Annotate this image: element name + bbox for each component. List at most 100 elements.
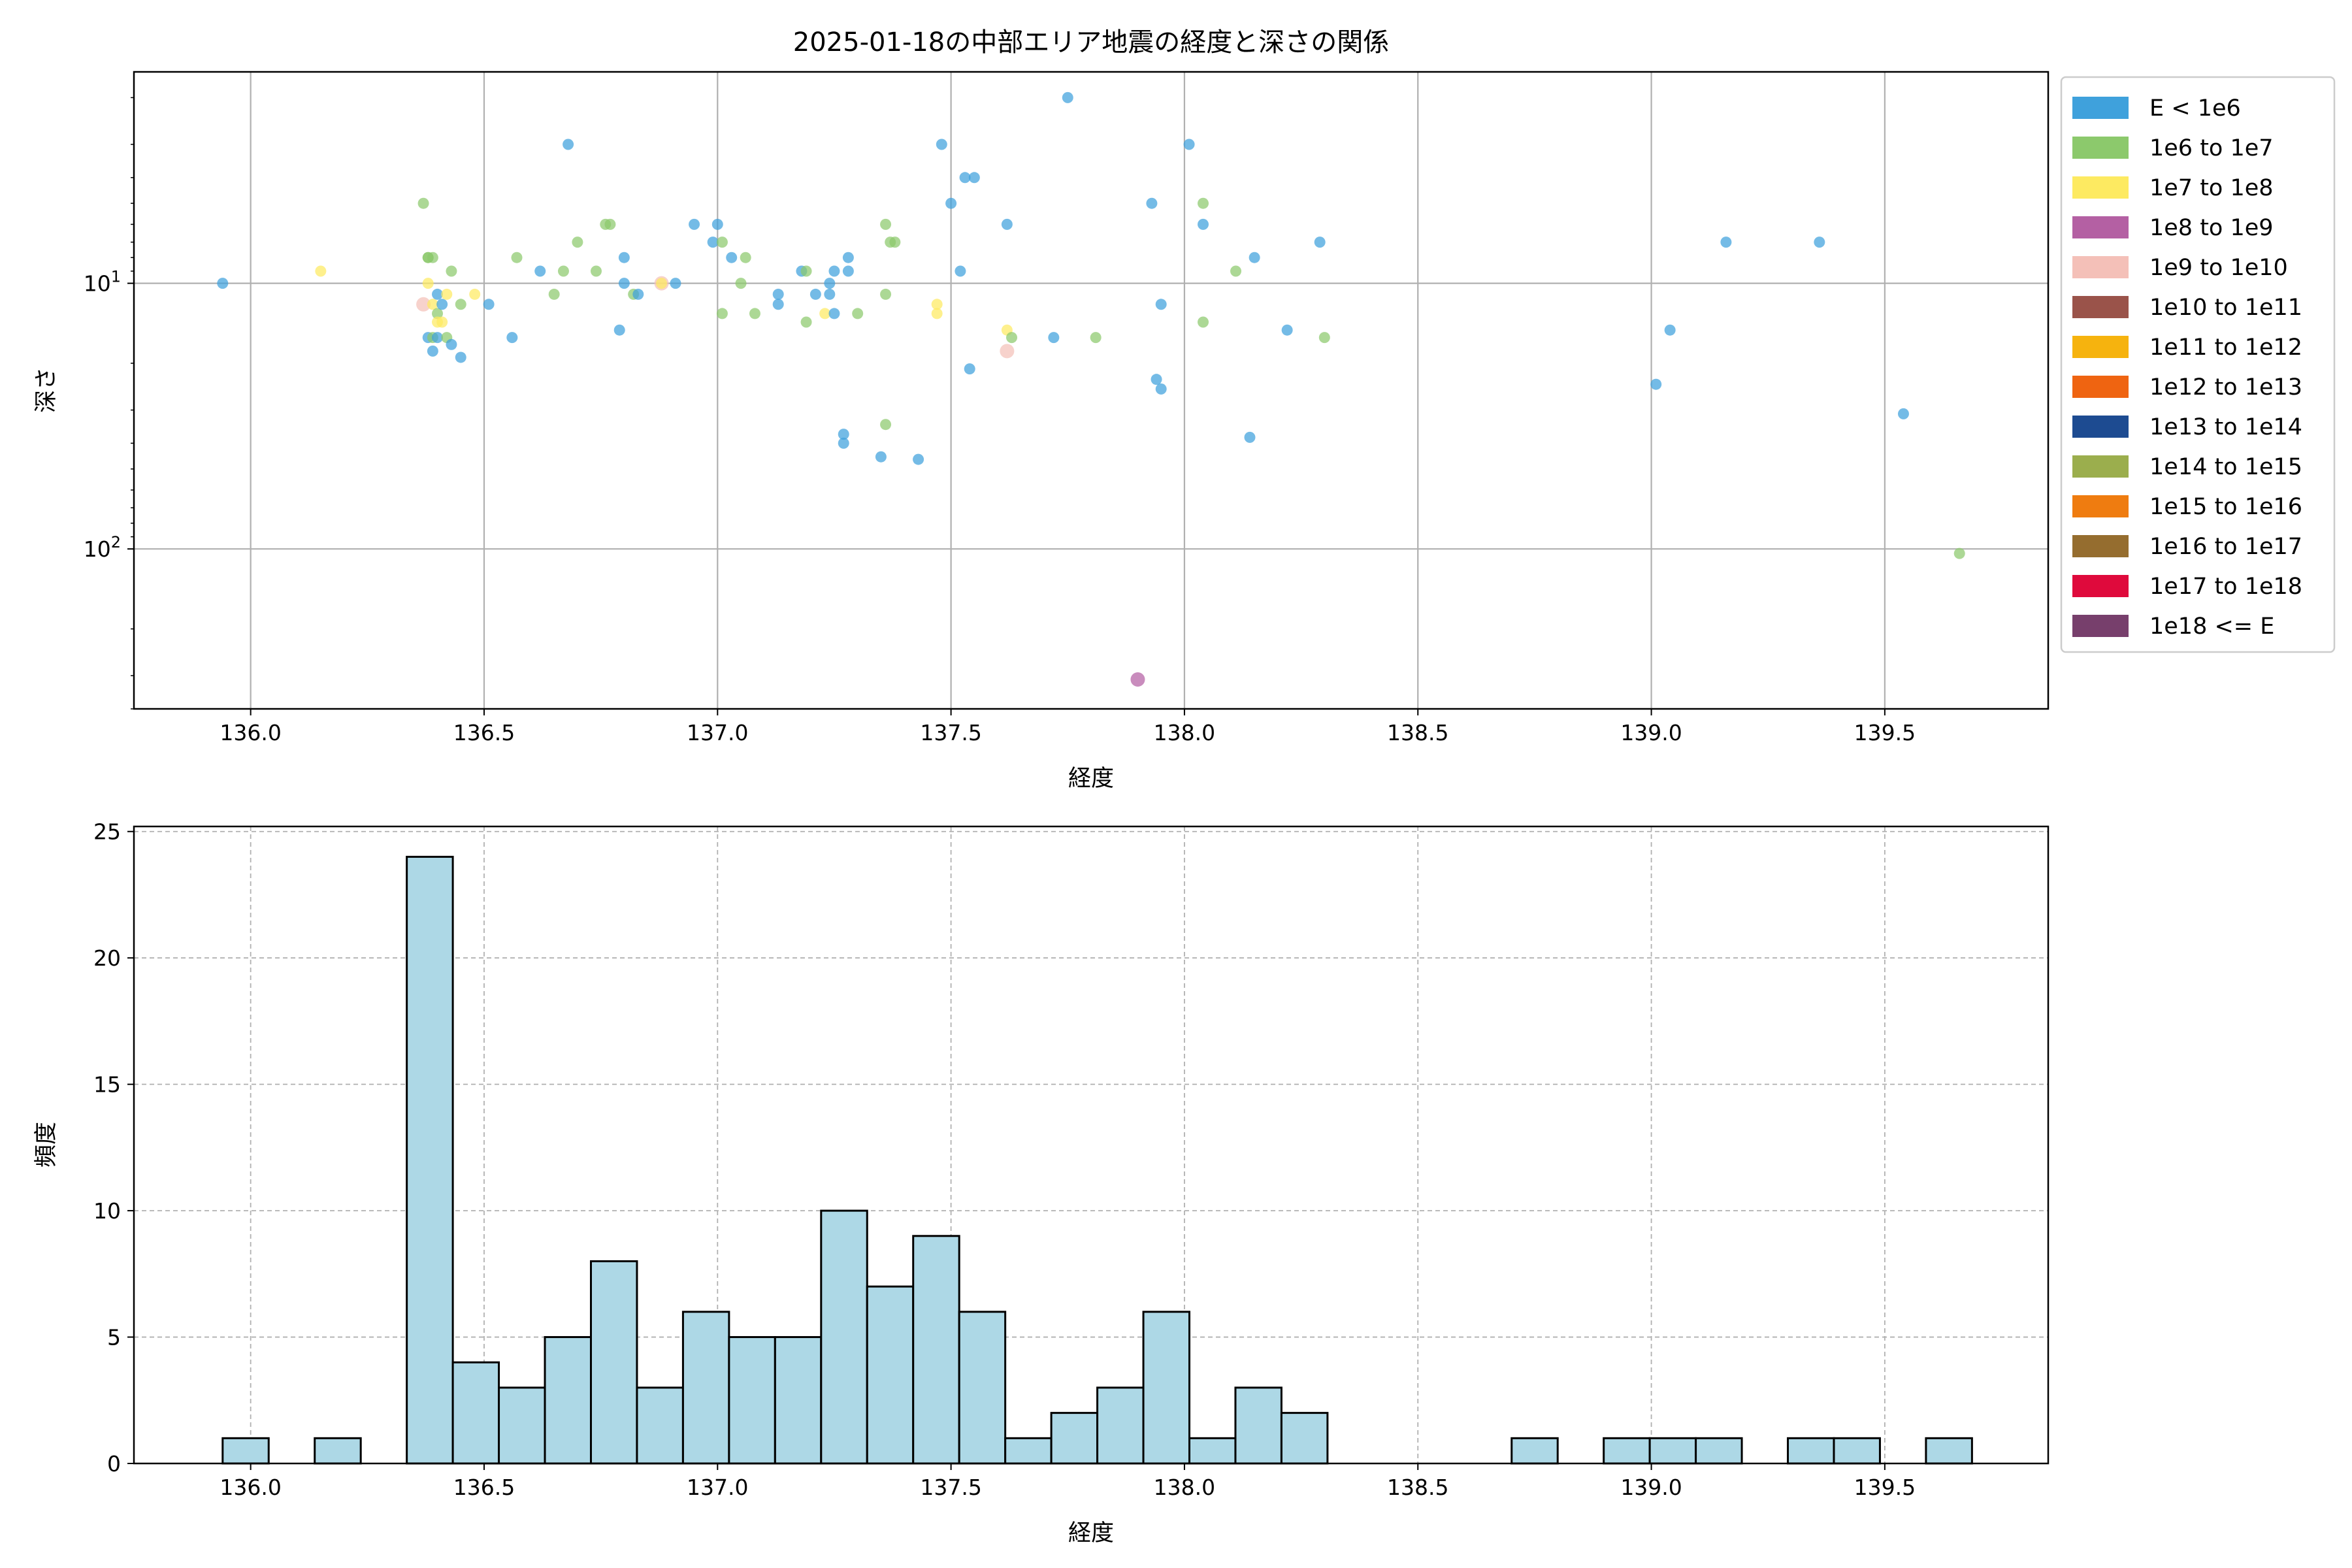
scatter-point (1130, 672, 1145, 687)
scatter-point (1048, 332, 1060, 344)
scatter-point (838, 429, 849, 440)
scatter-point (618, 278, 630, 289)
scatter-point (726, 252, 738, 263)
legend-label: 1e16 to 1e17 (2149, 534, 2302, 560)
scatter-point (945, 197, 957, 209)
scatter-point (1146, 197, 1158, 209)
legend-swatch (2072, 376, 2129, 398)
legend-label: 1e12 to 1e13 (2149, 374, 2302, 400)
scatter-point (455, 299, 466, 310)
histogram-y-ticks: 0 5 10 15 20 25 (93, 819, 134, 1477)
scatter-point (427, 299, 438, 310)
histogram-y-tick-label: 15 (93, 1072, 121, 1098)
histogram-bar (1004, 1437, 1053, 1465)
scatter-point (800, 265, 812, 277)
scatter-point (436, 299, 448, 310)
scatter-chart: 2025-01-18の中部エリア地震の経度と深さの関係 136.0 136.5 13… (33, 27, 2336, 792)
scatter-point (1090, 332, 1102, 344)
histogram-bar (912, 1235, 960, 1465)
scatter-point (964, 363, 975, 375)
scatter-point (913, 453, 924, 465)
scatter-x-axis-label: 経度 (1068, 766, 1114, 792)
histogram-bar (221, 1437, 270, 1465)
legend-label: 1e8 to 1e9 (2149, 215, 2274, 241)
legend-swatch (2072, 216, 2129, 238)
scatter-point (432, 288, 444, 300)
scatter-x-tick-label: 137.5 (920, 720, 981, 745)
scatter-points (217, 91, 1965, 687)
histogram-bar (1787, 1437, 1835, 1465)
scatter-point (716, 237, 728, 248)
scatter-point (959, 172, 971, 184)
histogram-x-tick-label: 139.5 (1854, 1475, 1916, 1500)
scatter-point (842, 265, 854, 277)
histogram-bar (774, 1336, 823, 1465)
histogram-x-tick-label: 138.0 (1154, 1475, 1215, 1500)
scatter-point (838, 437, 849, 449)
legend-label: 1e11 to 1e12 (2149, 335, 2302, 361)
scatter-point (1001, 218, 1013, 230)
scatter-point (716, 308, 728, 319)
scatter-point (828, 308, 840, 319)
scatter-point (880, 288, 892, 300)
histogram-x-tick-label: 137.0 (687, 1475, 748, 1500)
scatter-point (1314, 237, 1326, 248)
histogram-x-ticks: 136.0 136.5 137.0 137.5 138.0 138.5 139.0 139.5 (220, 1463, 1916, 1500)
scatter-point (1720, 237, 1732, 248)
scatter-point (613, 324, 625, 336)
scatter-y-ticks: 101 102 (84, 97, 134, 710)
histogram-bar (1833, 1437, 1881, 1465)
legend-swatch (2072, 296, 2129, 318)
scatter-point (1006, 332, 1018, 344)
histogram-bar (728, 1336, 776, 1465)
scatter-point (590, 265, 602, 277)
legend-swatch (2072, 455, 2129, 478)
scatter-point (735, 278, 747, 289)
scatter-point (809, 288, 821, 300)
histogram-y-axis-label: 頻度 (33, 1122, 59, 1168)
histogram-x-tick-label: 139.0 (1620, 1475, 1682, 1500)
scatter-point (548, 288, 560, 300)
histogram-bars (221, 855, 1973, 1465)
legend-label: 1e10 to 1e11 (2149, 295, 2302, 321)
scatter-point (446, 338, 457, 350)
legend-swatch (2072, 535, 2129, 557)
legend-swatch (2072, 176, 2129, 199)
scatter-point (740, 252, 751, 263)
scatter-point (1198, 316, 1209, 328)
scatter-point (1318, 332, 1330, 344)
legend-label: 1e6 to 1e7 (2149, 135, 2274, 161)
scatter-point (1249, 252, 1260, 263)
legend-label: 1e14 to 1e15 (2149, 454, 2302, 480)
histogram-x-tick-label: 137.5 (920, 1475, 981, 1500)
legend-frame (2060, 76, 2336, 653)
scatter-point (1183, 139, 1195, 150)
scatter-point (417, 197, 429, 209)
scatter-point (1664, 324, 1676, 336)
legend-label: 1e9 to 1e10 (2149, 255, 2288, 281)
scatter-point (931, 308, 943, 319)
scatter-point (875, 451, 887, 463)
scatter-point (1953, 547, 1965, 559)
scatter-x-tick-label: 137.0 (687, 720, 748, 745)
scatter-point (1198, 218, 1209, 230)
scatter-point (432, 308, 444, 319)
histogram-bar (1280, 1412, 1329, 1465)
scatter-point (511, 252, 523, 263)
histogram-y-tick-label: 10 (93, 1198, 121, 1224)
histogram-bar (1603, 1437, 1651, 1465)
scatter-x-tick-label: 136.0 (220, 720, 281, 745)
scatter-point (880, 419, 892, 431)
legend-swatch (2072, 336, 2129, 358)
scatter-point (852, 308, 864, 319)
scatter-point (656, 278, 668, 289)
histogram-bar (451, 1361, 500, 1465)
scatter-point (427, 252, 438, 263)
scatter-point (455, 351, 466, 363)
scatter-point (707, 237, 719, 248)
scatter-point (1155, 383, 1167, 395)
legend-label: 1e15 to 1e16 (2149, 494, 2302, 520)
legend-label: 1e7 to 1e8 (2149, 175, 2274, 201)
scatter-grid (134, 72, 2048, 709)
